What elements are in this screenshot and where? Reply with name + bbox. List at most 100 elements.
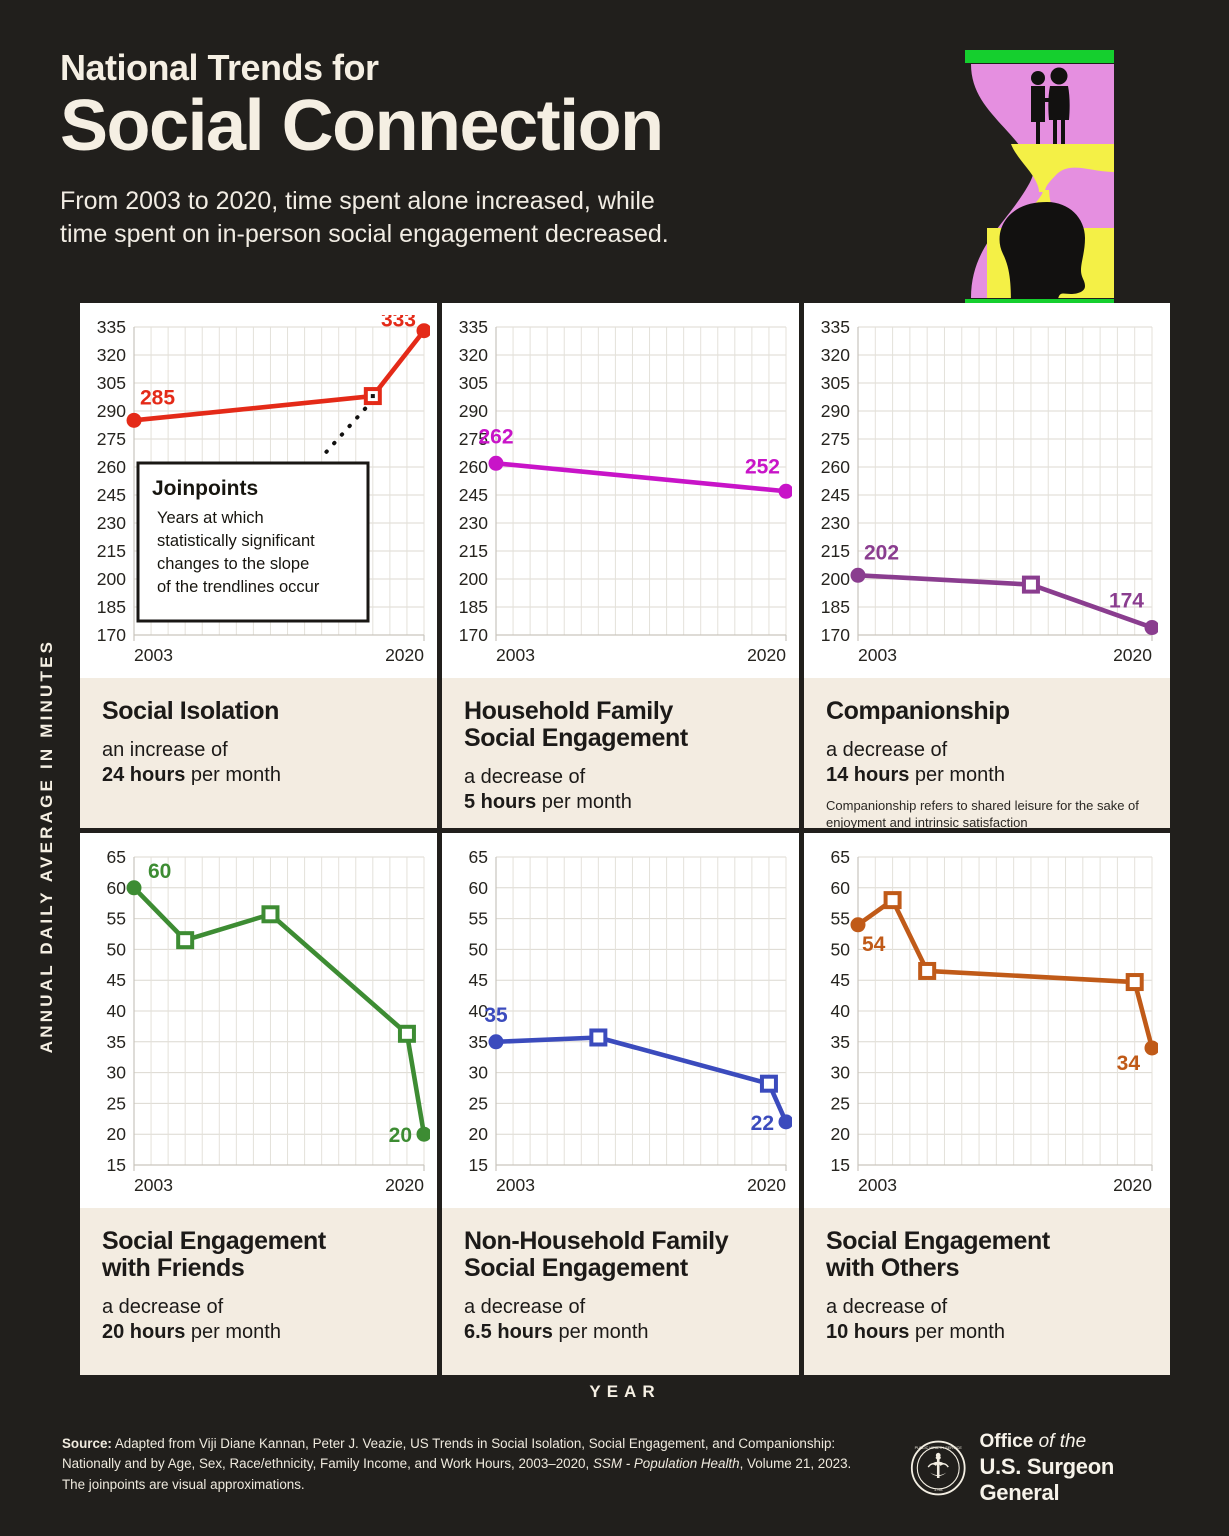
svg-text:2003: 2003	[858, 645, 897, 665]
svg-text:60: 60	[469, 878, 489, 898]
svg-text:262: 262	[478, 425, 513, 448]
svg-text:245: 245	[459, 485, 488, 505]
svg-text:260: 260	[821, 457, 850, 477]
caption-title: Social Engagement with Others	[826, 1228, 1152, 1282]
svg-text:305: 305	[459, 373, 488, 393]
svg-text:20: 20	[831, 1124, 851, 1144]
panel-social-engagement-with-others: 15 20 25 30 35 40 45 50 55 60 65 2003 2020 54 34 Socia…	[804, 833, 1170, 1375]
caption-lead-strong: 14 hours	[826, 764, 910, 786]
svg-text:2020: 2020	[385, 645, 424, 665]
svg-text:275: 275	[459, 429, 488, 449]
svg-text:20: 20	[107, 1124, 127, 1144]
svg-text:54: 54	[862, 933, 886, 956]
chart-companionship: 170 185 200 215 230 245 260 275 290 305 320 335 2003…	[804, 303, 1170, 678]
seal-ofthe-label: of the	[1038, 1430, 1087, 1452]
svg-text:55: 55	[831, 909, 850, 929]
chart-household-family-social-engagement: 170 185 200 215 230 245 260 275 290 305 320 335 2003…	[442, 303, 799, 678]
svg-text:50: 50	[831, 939, 851, 959]
svg-text:35: 35	[107, 1032, 126, 1052]
svg-text:45: 45	[107, 970, 126, 990]
caption-lead-tail: per month	[909, 1321, 1005, 1343]
svg-text:45: 45	[831, 970, 850, 990]
head-silhouette	[999, 202, 1085, 310]
svg-text:Joinpoints: Joinpoints	[152, 477, 258, 500]
source-text-b: , Volume 21, 2023. The joinpoints are vi…	[62, 1456, 852, 1492]
caption-lead-tail: per month	[536, 791, 632, 813]
caption-social-engagement-with-friends: Social Engagement with Friends a decreas…	[80, 1208, 437, 1375]
header-subtitle-line-2: time spent on in-person social engagemen…	[60, 220, 669, 249]
svg-text:2003: 2003	[496, 645, 535, 665]
panel-companionship: 170 185 200 215 230 245 260 275 290 305 320 335 2003…	[804, 303, 1170, 833]
caption-lead: a decrease of 20 hours per month	[102, 1295, 419, 1345]
svg-text:60: 60	[148, 860, 171, 883]
svg-text:170: 170	[97, 625, 126, 645]
caption-lead-tail: per month	[185, 764, 281, 786]
page-title: Social Connection	[60, 85, 664, 166]
header: National Trends for Social Connection Fr…	[60, 48, 890, 251]
svg-text:260: 260	[97, 457, 126, 477]
footer-source: Source: Adapted from Viji Diane Kannan, …	[62, 1434, 852, 1495]
svg-text:65: 65	[831, 847, 850, 867]
svg-text:285: 285	[140, 386, 175, 409]
svg-text:25: 25	[831, 1093, 850, 1113]
caption-lead-strong: 5 hours	[464, 791, 537, 813]
svg-text:305: 305	[97, 373, 126, 393]
svg-text:275: 275	[97, 429, 126, 449]
panel-social-isolation: 170 185 200 215 230 245 260 275 290 305 320 335 2003…	[80, 303, 442, 833]
seal-office-label: Office	[979, 1430, 1039, 1452]
svg-text:25: 25	[469, 1093, 488, 1113]
svg-text:60: 60	[831, 878, 851, 898]
chart-social-isolation: 170 185 200 215 230 245 260 275 290 305 320 335 2003…	[80, 303, 437, 678]
caption-companionship: Companionship a decrease of 14 hours per…	[804, 678, 1170, 830]
svg-text:230: 230	[821, 513, 850, 533]
svg-text:252: 252	[745, 455, 780, 478]
svg-text:170: 170	[459, 625, 488, 645]
svg-text:1798: 1798	[934, 1488, 942, 1492]
svg-text:200: 200	[821, 569, 850, 589]
svg-text:2003: 2003	[134, 1175, 173, 1195]
svg-text:185: 185	[97, 597, 126, 617]
caption-title: Social Engagement with Friends	[102, 1228, 419, 1282]
svg-text:2020: 2020	[1113, 1175, 1152, 1195]
svg-text:230: 230	[459, 513, 488, 533]
svg-text:50: 50	[107, 939, 127, 959]
chart-non-household-family-social-engagement: 15 20 25 30 35 40 45 50 55 60 65 2003 2020 35 22	[442, 833, 799, 1208]
source-text-a: Adapted from Viji Diane Kannan, Peter J.…	[62, 1436, 836, 1472]
chart-social-engagement-with-others: 15 20 25 30 35 40 45 50 55 60 65 2003 2020 54 34	[804, 833, 1170, 1208]
caption-lead-plain: a decrease of	[826, 739, 948, 761]
caption-lead-strong: 20 hours	[102, 1321, 186, 1343]
caption-social-engagement-with-others: Social Engagement with Others a decrease…	[804, 1208, 1170, 1375]
svg-text:65: 65	[469, 847, 488, 867]
panel-non-household-family-social-engagement: 15 20 25 30 35 40 45 50 55 60 65 2003 2020 35 22 Non-H…	[442, 833, 804, 1375]
caption-non-household-family-social-engagement: Non-Household Family Social Engagement a…	[442, 1208, 799, 1375]
svg-text:230: 230	[97, 513, 126, 533]
caption-lead-strong: 24 hours	[102, 764, 186, 786]
caption-lead-tail: per month	[552, 1321, 649, 1343]
svg-text:15: 15	[469, 1155, 488, 1175]
svg-text:2020: 2020	[747, 1175, 786, 1195]
caption-lead-plain: a decrease of	[464, 1296, 586, 1318]
svg-text:65: 65	[107, 847, 126, 867]
svg-text:25: 25	[107, 1093, 126, 1113]
caption-lead: a decrease of 10 hours per month	[826, 1295, 1152, 1345]
svg-text:185: 185	[821, 597, 850, 617]
svg-text:2003: 2003	[496, 1175, 535, 1195]
svg-text:45: 45	[469, 970, 488, 990]
svg-text:PUBLIC HEALTH SERVICE: PUBLIC HEALTH SERVICE	[915, 1446, 963, 1450]
svg-text:35: 35	[831, 1032, 850, 1052]
panel-social-engagement-with-friends: 15 20 25 30 35 40 45 50 55 60 65 2003 2020 60 20 Socia…	[80, 833, 442, 1375]
svg-text:320: 320	[459, 345, 488, 365]
x-axis-title: YEAR	[589, 1382, 661, 1401]
two-people-silhouette	[1031, 67, 1070, 144]
hourglass-top-cap	[965, 50, 1114, 63]
seal-surgeon-general-label: U.S. Surgeon General	[979, 1453, 1114, 1505]
svg-text:333: 333	[381, 315, 416, 332]
svg-text:of the trendlines occur: of the trendlines occur	[157, 578, 320, 596]
caption-lead-plain: an increase of	[102, 739, 228, 761]
svg-text:2003: 2003	[134, 645, 173, 665]
panel-household-family-social-engagement: 170 185 200 215 230 245 260 275 290 305 320 335 2003…	[442, 303, 804, 833]
caption-note: Companionship refers to shared leisure f…	[826, 798, 1139, 830]
svg-text:34: 34	[1117, 1052, 1141, 1075]
caption-title-line-2: Social Engagement	[464, 1254, 688, 1282]
caption-title-line-2: Social Engagement	[464, 724, 688, 752]
